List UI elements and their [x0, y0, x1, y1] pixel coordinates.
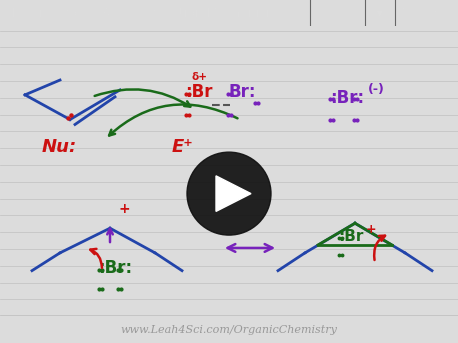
Text: :Br:: :Br: [330, 89, 364, 107]
Text: Nu:: Nu: [42, 138, 77, 156]
Text: ▼: ▼ [376, 8, 384, 19]
Polygon shape [216, 176, 251, 211]
Text: E⁺: E⁺ [172, 138, 194, 156]
Text: Halogenation - Alkene Reaction Mechanism: Halogenation - Alkene Reaction Mechanism [6, 7, 278, 20]
Text: Br:: Br: [228, 83, 256, 101]
Text: More info: More info [402, 8, 450, 19]
Text: :Br:: :Br: [98, 259, 132, 276]
Text: Share: Share [322, 8, 352, 19]
Text: www.Leah4Sci.com/OrganicChemistry: www.Leah4Sci.com/OrganicChemistry [120, 325, 338, 335]
Text: +: + [366, 223, 376, 236]
Text: :Br: :Br [185, 83, 213, 101]
Text: δ+: δ+ [192, 72, 208, 82]
Text: (-): (-) [368, 83, 385, 96]
Text: :Br: :Br [338, 229, 363, 244]
Text: +: + [118, 202, 130, 216]
Circle shape [187, 152, 271, 235]
